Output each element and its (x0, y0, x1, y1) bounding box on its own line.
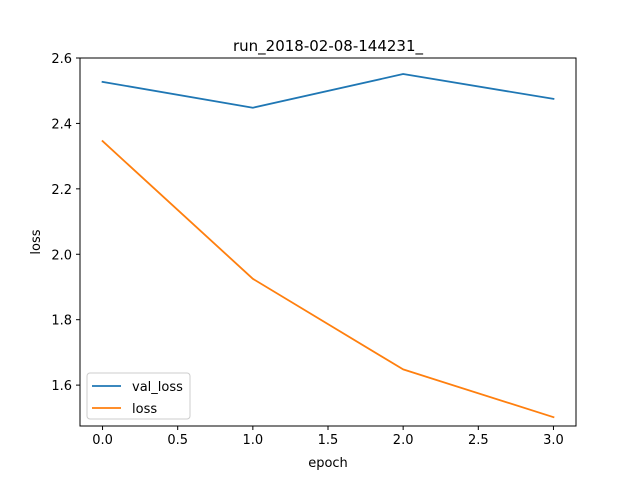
y-tick-label: 1.8 (51, 314, 72, 329)
series-line-val-loss (101, 73, 555, 109)
legend-label-val-loss: val_loss (132, 380, 183, 395)
x-tick-label: 0.0 (92, 433, 113, 448)
chart-title: run_2018-02-08-144231_ (233, 37, 424, 56)
x-tick-label: 2.5 (468, 433, 489, 448)
x-tick-label: 1.0 (243, 433, 264, 448)
plot-area (101, 73, 555, 419)
y-tick-label: 2.4 (51, 117, 72, 132)
y-tick-label: 1.6 (51, 379, 72, 394)
y-tick-label: 2.2 (51, 183, 72, 198)
series-line-loss (101, 139, 555, 419)
x-tick-label: 0.5 (167, 433, 188, 448)
y-tick-label: 2.6 (51, 52, 72, 67)
y-axis-label: loss (29, 229, 44, 254)
legend-label-loss: loss (132, 402, 157, 417)
axes-frame (79, 57, 577, 427)
x-tick-label: 3.0 (543, 433, 564, 448)
x-axis-label: epoch (308, 456, 348, 471)
x-tick-label: 2.0 (393, 433, 414, 448)
x-tick-label: 1.5 (318, 433, 339, 448)
y-tick-label: 2.0 (51, 248, 72, 263)
